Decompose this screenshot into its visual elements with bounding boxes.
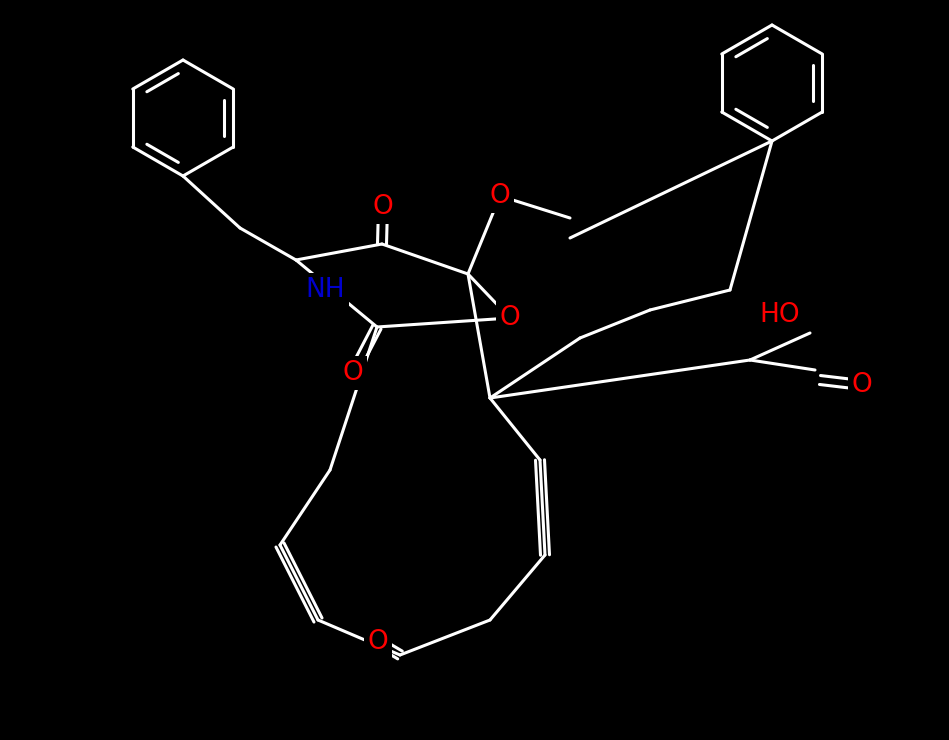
- Text: O: O: [490, 183, 511, 209]
- Text: O: O: [367, 629, 388, 655]
- Text: O: O: [851, 372, 872, 398]
- Text: HO: HO: [759, 302, 800, 328]
- Text: O: O: [343, 360, 363, 386]
- Text: O: O: [373, 194, 394, 220]
- Text: O: O: [499, 305, 520, 331]
- Text: NH: NH: [306, 277, 344, 303]
